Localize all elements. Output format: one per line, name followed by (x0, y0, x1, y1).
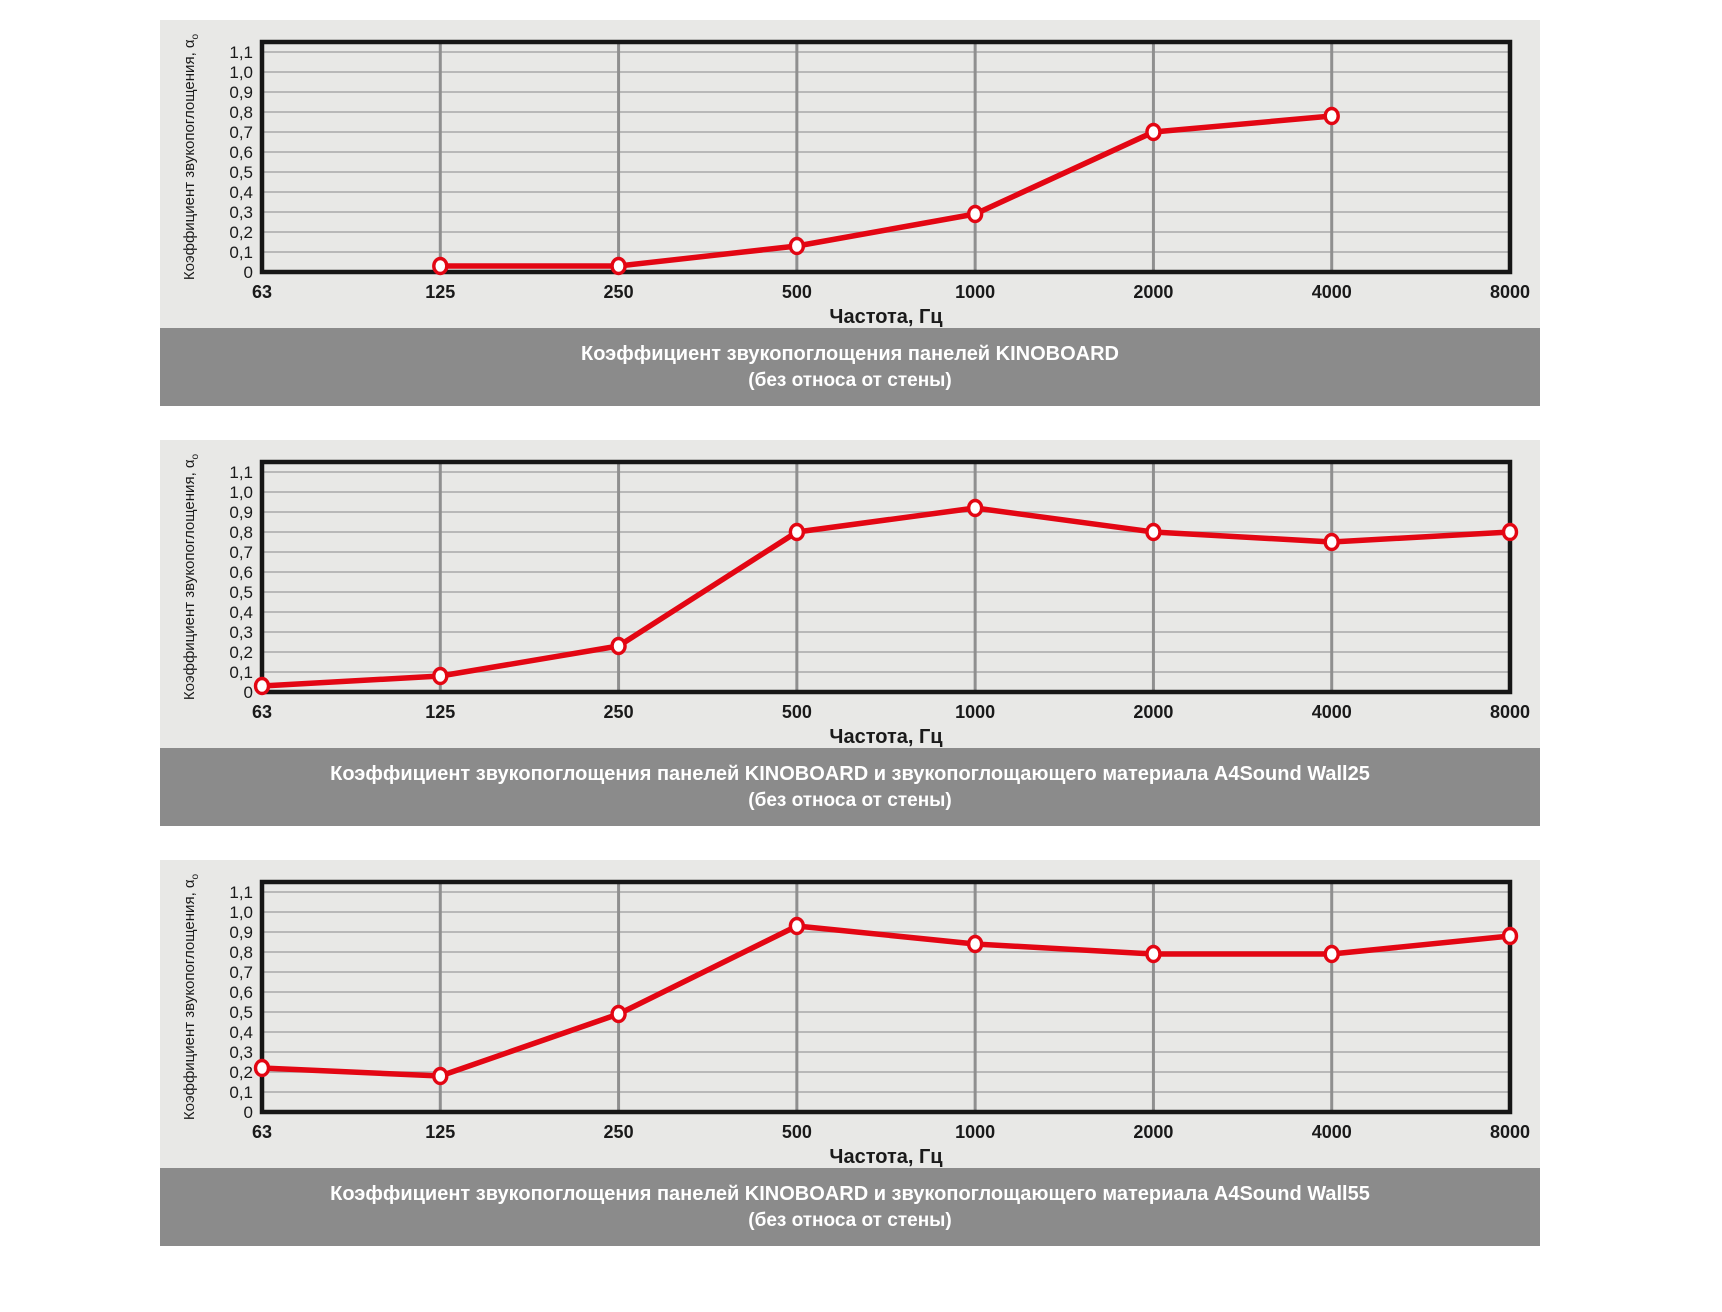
chart-caption: Коэффициент звукопоглощения панелей KINO… (160, 1168, 1540, 1246)
chart-title: Коэффициент звукопоглощения панелей KINO… (330, 1183, 1370, 1205)
absorption-chart-kinoboard-wall25: 00,10,20,30,40,50,60,70,80,91,01,1 63 125 2… (181, 453, 1530, 748)
svg-text:1,0: 1,0 (229, 903, 253, 922)
svg-text:Коэффициент звукопоглощения, α: Коэффициент звукопоглощения, αo (181, 33, 201, 280)
svg-text:8000: 8000 (1490, 282, 1530, 302)
svg-text:0,6: 0,6 (229, 563, 253, 582)
svg-text:0,9: 0,9 (229, 503, 253, 522)
absorption-chart-kinoboard-wall55: 00,10,20,30,40,50,60,70,80,91,01,1 63 125 2… (181, 873, 1530, 1168)
svg-text:0,2: 0,2 (229, 643, 253, 662)
svg-text:Коэффициент звукопоглощения, α: Коэффициент звукопоглощения, αo (181, 873, 201, 1120)
svg-text:0,9: 0,9 (229, 83, 253, 102)
chart-block-kinoboard-wall55: 0 0,1 0,2 0,3 0,4 0,5 0,6 0,7 0,8 0,9 1,0 1,1 63 125 2… (160, 860, 1540, 1246)
chart-block-kinoboard: 0 0,1 0,2 0,3 0,4 0,5 0,6 0,7 0,8 0,9 1,0 1,1 63 125 2… (160, 20, 1540, 406)
chart-block-kinoboard-wall25: 0 0,1 0,2 0,3 0,4 0,5 0,6 0,7 0,8 0,9 1,0 1,1 63 125 2… (160, 440, 1540, 826)
chart-title: Коэффициент звукопоглощения панелей KINO… (330, 763, 1370, 785)
svg-text:0,7: 0,7 (229, 123, 253, 142)
svg-text:8000: 8000 (1490, 1122, 1530, 1142)
svg-text:0,4: 0,4 (229, 1023, 253, 1042)
svg-text:0,1: 0,1 (229, 1083, 253, 1102)
svg-text:0,8: 0,8 (229, 943, 253, 962)
svg-text:1000: 1000 (955, 1122, 995, 1142)
svg-text:0,2: 0,2 (229, 223, 253, 242)
chart-panel: 0 0,1 0,2 0,3 0,4 0,5 0,6 0,7 0,8 0,9 1,0 1,1 63 125 2… (160, 20, 1540, 328)
svg-text:500: 500 (782, 702, 812, 722)
svg-text:63: 63 (252, 1122, 272, 1142)
svg-text:0,5: 0,5 (229, 163, 253, 182)
svg-text:1000: 1000 (955, 282, 995, 302)
svg-text:2000: 2000 (1133, 702, 1173, 722)
svg-text:0,3: 0,3 (229, 1043, 253, 1062)
svg-text:0,3: 0,3 (229, 623, 253, 642)
svg-text:0,4: 0,4 (229, 603, 253, 622)
svg-text:125: 125 (425, 1122, 455, 1142)
svg-text:1,1: 1,1 (229, 463, 253, 482)
svg-text:8000: 8000 (1490, 702, 1530, 722)
svg-text:0,6: 0,6 (229, 983, 253, 1002)
svg-text:0,9: 0,9 (229, 923, 253, 942)
svg-text:0,5: 0,5 (229, 1003, 253, 1022)
svg-text:0,1: 0,1 (229, 243, 253, 262)
svg-text:250: 250 (604, 702, 634, 722)
svg-text:4000: 4000 (1312, 282, 1352, 302)
svg-text:63: 63 (252, 702, 272, 722)
svg-text:63: 63 (252, 282, 272, 302)
svg-text:0: 0 (244, 1103, 253, 1122)
svg-text:0,8: 0,8 (229, 523, 253, 542)
svg-text:0,7: 0,7 (229, 963, 253, 982)
svg-text:125: 125 (425, 282, 455, 302)
svg-text:1,1: 1,1 (229, 883, 253, 902)
chart-subtitle: (без относа от стены) (748, 1210, 952, 1231)
absorption-chart-kinoboard: 00,10,20,30,40,50,60,70,80,91,01,1 63 125 2… (181, 33, 1530, 328)
chart-subtitle: (без относа от стены) (748, 790, 952, 811)
svg-text:0,6: 0,6 (229, 143, 253, 162)
svg-text:Коэффициент звукопоглощения, α: Коэффициент звукопоглощения, αo (181, 453, 201, 700)
svg-text:1000: 1000 (955, 702, 995, 722)
svg-text:500: 500 (782, 1122, 812, 1142)
svg-text:Частота, Гц: Частота, Гц (829, 726, 943, 748)
chart-panel: 0 0,1 0,2 0,3 0,4 0,5 0,6 0,7 0,8 0,9 1,0 1,1 63 125 2… (160, 860, 1540, 1168)
svg-text:1,1: 1,1 (229, 43, 253, 62)
svg-text:Частота, Гц: Частота, Гц (829, 306, 943, 328)
svg-text:125: 125 (425, 702, 455, 722)
svg-text:0: 0 (244, 263, 253, 282)
charts-column: 0 0,1 0,2 0,3 0,4 0,5 0,6 0,7 0,8 0,9 1,0 1,1 63 125 2… (160, 20, 1540, 1280)
svg-text:2000: 2000 (1133, 282, 1173, 302)
svg-text:500: 500 (782, 282, 812, 302)
svg-text:1,0: 1,0 (229, 63, 253, 82)
chart-title: Коэффициент звукопоглощения панелей KINO… (580, 343, 1119, 365)
chart-subtitle: (без относа от стены) (748, 370, 952, 391)
svg-text:0,3: 0,3 (229, 203, 253, 222)
svg-text:2000: 2000 (1133, 1122, 1173, 1142)
svg-text:Частота, Гц: Частота, Гц (829, 1146, 943, 1168)
chart-caption: Коэффициент звукопоглощения панелей KINO… (160, 328, 1540, 406)
svg-text:0,5: 0,5 (229, 583, 253, 602)
svg-text:250: 250 (604, 282, 634, 302)
svg-text:0,2: 0,2 (229, 1063, 253, 1082)
svg-text:0,8: 0,8 (229, 103, 253, 122)
svg-text:4000: 4000 (1312, 702, 1352, 722)
svg-text:1,0: 1,0 (229, 483, 253, 502)
svg-text:250: 250 (604, 1122, 634, 1142)
svg-text:0: 0 (244, 683, 253, 702)
chart-panel: 0 0,1 0,2 0,3 0,4 0,5 0,6 0,7 0,8 0,9 1,0 1,1 63 125 2… (160, 440, 1540, 748)
svg-text:0,1: 0,1 (229, 663, 253, 682)
chart-caption: Коэффициент звукопоглощения панелей KINO… (160, 748, 1540, 826)
svg-text:4000: 4000 (1312, 1122, 1352, 1142)
svg-text:0,4: 0,4 (229, 183, 253, 202)
svg-text:0,7: 0,7 (229, 543, 253, 562)
